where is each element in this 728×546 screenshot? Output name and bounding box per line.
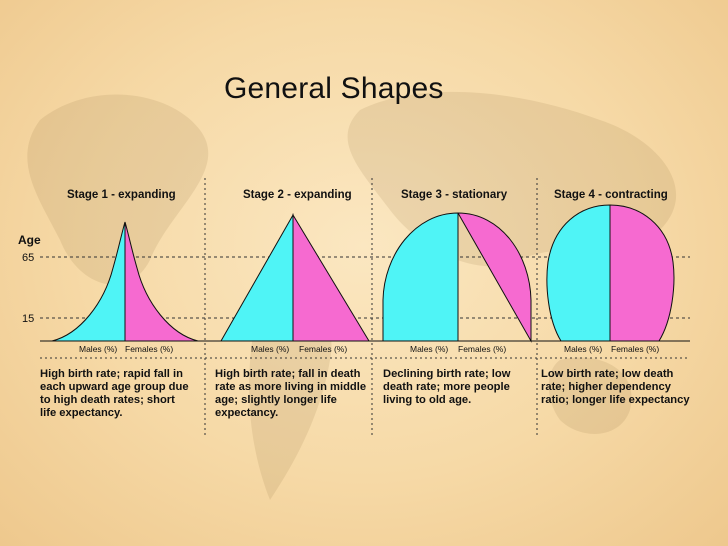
stage-4-females-shape <box>609 204 675 342</box>
stage-3-females-shape <box>457 212 532 343</box>
stage-1-description-line: High birth rate; rapid fall in <box>40 368 183 380</box>
stage-1-description-line: each upward age group due <box>40 381 189 393</box>
stage-1-females-shape <box>124 221 199 342</box>
stage-4-title: Stage 4 - contracting <box>554 189 668 201</box>
stage-1-males-shape <box>51 221 126 342</box>
stage-2-pyramid <box>220 213 370 342</box>
age-tick-65: 65 <box>22 252 34 264</box>
stage-2-description-line: expectancy. <box>215 407 279 419</box>
stage-4-males-shape <box>546 204 611 342</box>
stage-3-pyramid <box>382 212 532 343</box>
stage-1-males-label: Males (%) <box>79 344 117 354</box>
stage-3-description: Declining birth rate; low death rate; mo… <box>383 368 510 407</box>
stage-1-description-line: to high death rates; short <box>40 394 175 406</box>
stage-1-description: High birth rate; rapid fall in each upwa… <box>40 368 189 420</box>
stage-4-description-line: rate; higher dependency <box>541 381 671 393</box>
stage-dividers <box>204 178 538 438</box>
stage-2-description-line: rate as more living in middle <box>215 381 367 393</box>
stage-3-description-line: living to old age. <box>383 394 472 406</box>
stage-1-description-line: life expectancy. <box>40 407 123 419</box>
stage-3-description-line: Declining birth rate; low <box>383 368 511 380</box>
stage-2-description-line: High birth rate; fall in death <box>215 368 361 380</box>
stage-2-title: Stage 2 - expanding <box>243 189 352 201</box>
stage-2-description-line: age; slightly longer life <box>215 394 337 406</box>
stage-4-description-line: ratio; longer life expectancy <box>541 394 690 406</box>
age-axis-label: Age <box>18 233 41 247</box>
stage-4-females-label: Females (%) <box>611 344 659 354</box>
stage-3-males-label: Males (%) <box>410 344 448 354</box>
stage-3-females-label: Females (%) <box>458 344 506 354</box>
stage-1-females-label: Females (%) <box>125 344 173 354</box>
stage-2-females-label: Females (%) <box>299 344 347 354</box>
stage-4-pyramid <box>546 204 675 342</box>
stage-2-males-label: Males (%) <box>251 344 289 354</box>
stage-4-description: Low birth rate; low death rate; higher d… <box>541 368 690 407</box>
stage-4-males-label: Males (%) <box>564 344 602 354</box>
stage-1-title: Stage 1 - expanding <box>67 189 176 201</box>
stage-1-pyramid <box>51 221 199 342</box>
stage-2-males-shape <box>220 213 294 342</box>
stage-3-title: Stage 3 - stationary <box>401 189 508 201</box>
stage-3-description-line: death rate; more people <box>383 381 510 393</box>
age-tick-15: 15 <box>22 313 34 325</box>
slide-title: General Shapes <box>224 72 444 105</box>
stage-2-females-shape <box>292 213 370 342</box>
stage-3-males-shape <box>382 212 459 342</box>
stage-2-description: High birth rate; fall in death rate as m… <box>215 368 366 420</box>
stage-4-description-line: Low birth rate; low death <box>541 368 674 380</box>
